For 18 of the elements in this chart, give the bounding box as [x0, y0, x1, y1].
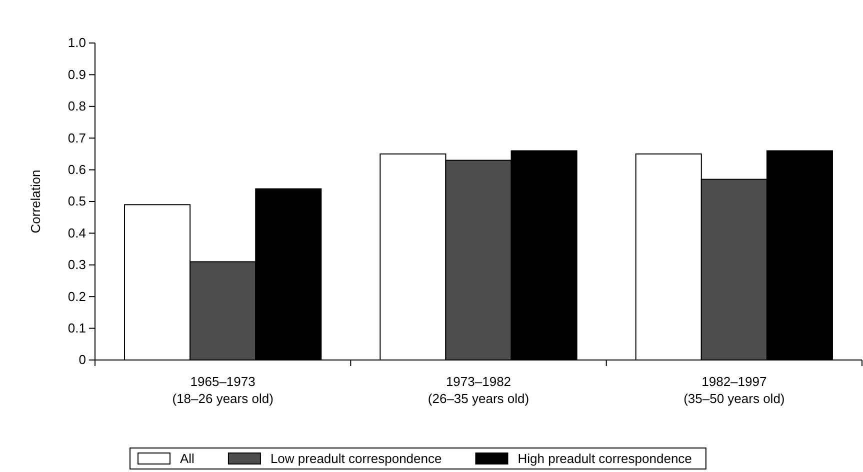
y-tick-label: 0.6 — [68, 162, 86, 177]
legend-label: All — [180, 451, 195, 466]
y-tick-label: 0.1 — [68, 320, 86, 336]
y-tick-label: 0.9 — [68, 66, 86, 82]
y-tick-label: 0.3 — [68, 257, 86, 272]
y-tick-label: 0.7 — [68, 130, 86, 146]
y-tick-label: 0.4 — [68, 225, 86, 240]
y-tick-label: 0.8 — [68, 98, 86, 114]
y-tick-label: 0.5 — [68, 194, 86, 209]
legend-label: High preadult correspondence — [518, 451, 692, 466]
y-tick-label: 0.2 — [68, 288, 86, 304]
legend-label: Low preadult correspondence — [270, 451, 442, 466]
y-tick-label: 0 — [78, 352, 86, 368]
y-axis-title: Correlation — [28, 170, 43, 234]
x-tick-label: 1965–1973 (18–26 years old) — [172, 374, 274, 406]
x-tick-label: 1973–1982 (26–35 years old) — [428, 374, 530, 406]
y-tick-label: 1.0 — [68, 35, 86, 50]
x-tick-label: 1982–1997 (35–50 years old) — [684, 374, 785, 406]
